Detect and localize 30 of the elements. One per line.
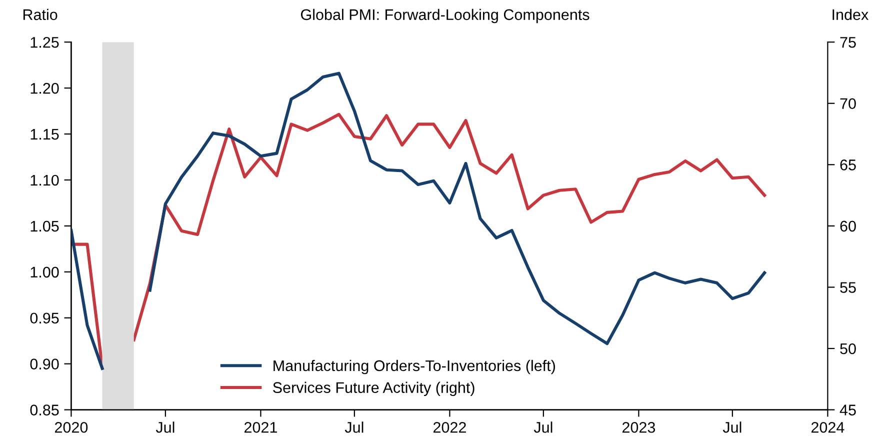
y2-tick-label: 45 <box>840 404 856 416</box>
x-tick-label: Jul <box>722 422 742 433</box>
y2-axis-title: Index <box>832 8 868 20</box>
y-tick-label: 1.05 <box>30 220 59 232</box>
legend-label: Services Future Activity (right) <box>273 382 474 396</box>
y-tick-label: 0.90 <box>30 358 59 370</box>
y-tick-label: 0.95 <box>30 312 59 324</box>
x-tick-label: 2021 <box>244 422 277 433</box>
y2-tick-label: 60 <box>840 220 856 232</box>
x-tick-label: Jul <box>344 422 364 433</box>
y2-tick-label: 75 <box>840 37 856 48</box>
x-tick-label: 2022 <box>433 422 466 433</box>
x-tick-label: 2020 <box>54 422 88 433</box>
x-tick-label: 2023 <box>622 422 656 433</box>
legend-label: Manufacturing Orders-To-Inventories (left) <box>274 360 555 374</box>
y-tick-label: 1.15 <box>30 129 59 140</box>
y2-tick-label: 55 <box>840 282 856 293</box>
y-tick-label: 1.20 <box>30 82 59 94</box>
chart-title: Global PMI: Forward-Looking Components <box>300 8 590 24</box>
y2-tick-label: 50 <box>840 343 856 354</box>
x-tick-label: 2024 <box>811 422 844 433</box>
y2-tick-label: 65 <box>840 160 856 170</box>
y2-tick-label: 70 <box>840 98 856 110</box>
y-tick-label: 1.00 <box>30 266 59 278</box>
x-tick-label: Jul <box>534 422 552 433</box>
x-tick-label: Jul <box>156 422 174 433</box>
y-tick-label: 1.10 <box>30 174 59 186</box>
y-tick-label: 0.85 <box>30 404 59 416</box>
y-axis-title: Ratio <box>23 8 58 20</box>
y-tick-label: 1.25 <box>30 36 59 48</box>
